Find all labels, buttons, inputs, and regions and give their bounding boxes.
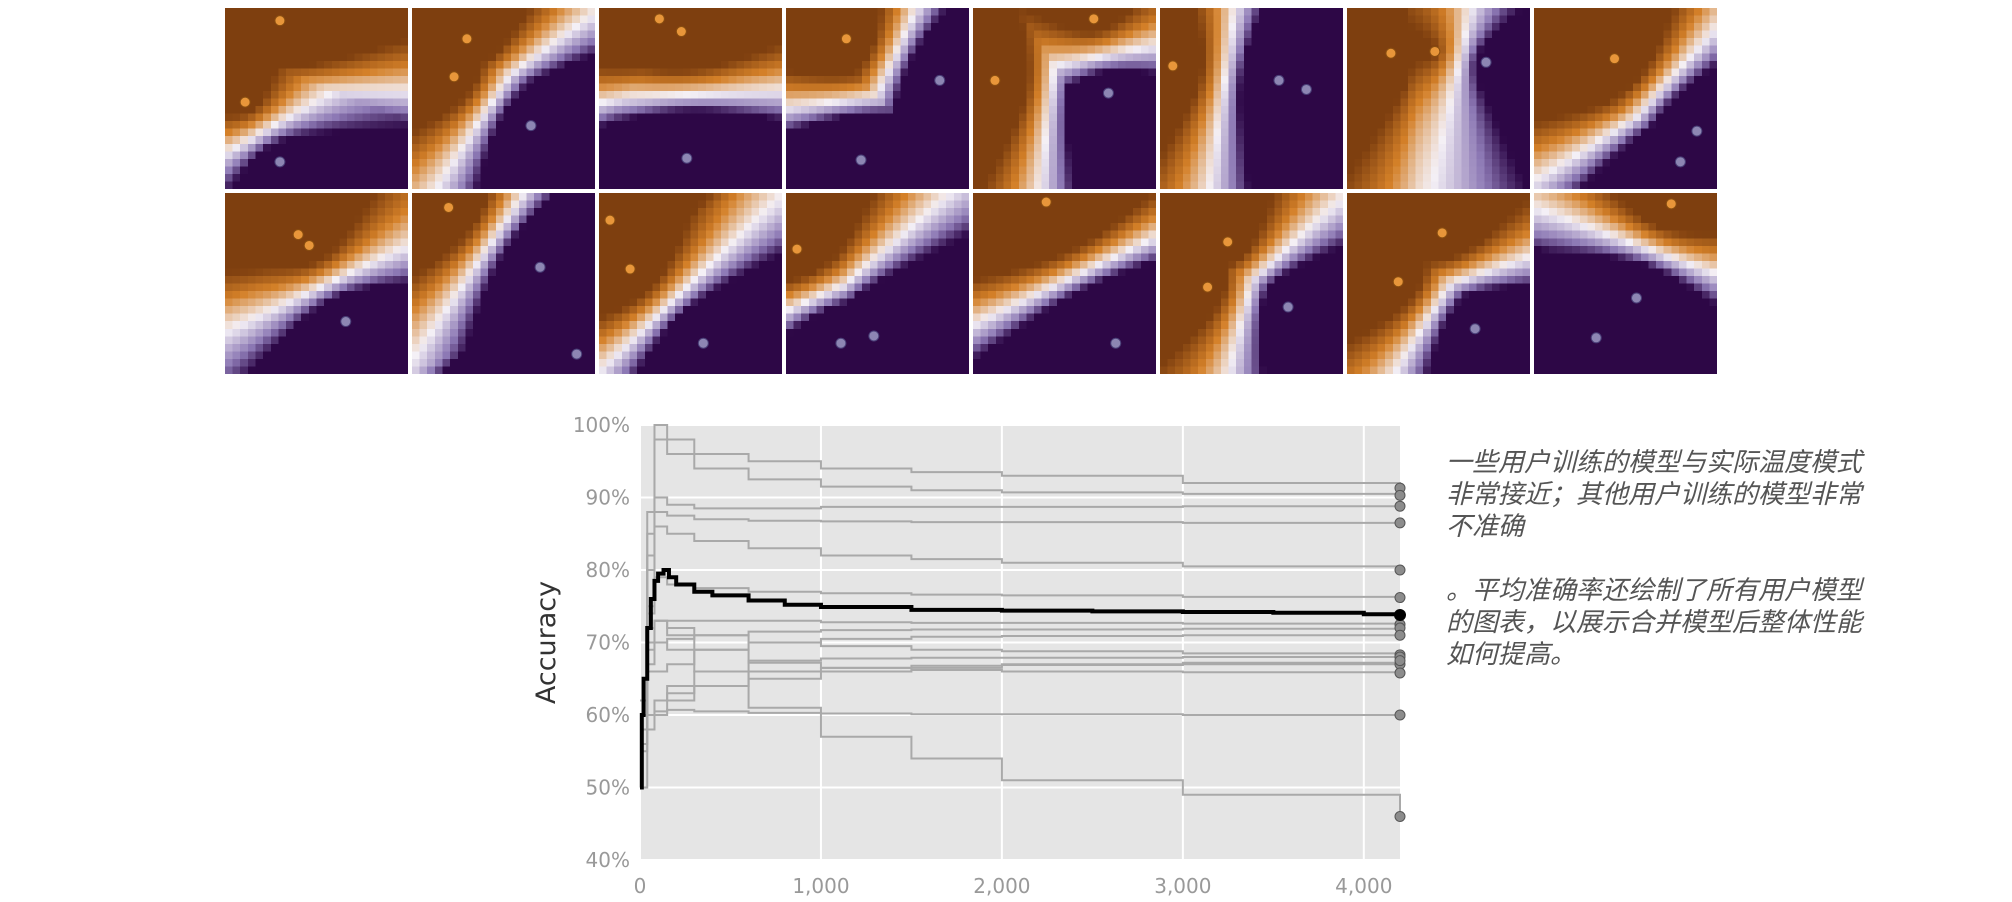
cool-point — [525, 120, 537, 132]
cool-point — [1691, 125, 1703, 137]
cool-point — [835, 337, 847, 349]
cool-point — [1674, 156, 1686, 168]
warm-point — [1609, 53, 1621, 65]
warm-point — [791, 243, 803, 255]
warm-point — [1385, 47, 1397, 59]
user-model-endpoint — [1394, 564, 1406, 576]
cool-point — [1282, 301, 1294, 313]
cool-point — [571, 348, 583, 360]
warm-point — [461, 33, 473, 45]
model-tile — [599, 8, 782, 189]
warm-point — [1202, 281, 1214, 293]
annotation: 一些用户训练的模型与实际温度模式非常接近；其他用户训练的模型非常不准确 。平均准… — [1446, 447, 1886, 703]
model-tile — [786, 193, 969, 374]
cool-point — [1630, 292, 1642, 304]
x-tick-label: 4,000 — [1335, 874, 1392, 898]
model-tile — [1347, 8, 1530, 189]
user-model-endpoint — [1394, 655, 1406, 667]
warm-point — [624, 263, 636, 275]
cool-point — [274, 156, 286, 168]
warm-point — [989, 74, 1001, 86]
y-tick-label: 90% — [586, 486, 630, 510]
y-tick-label: 70% — [586, 631, 630, 655]
mean-accuracy-line — [639, 568, 1402, 790]
model-tile — [1160, 193, 1343, 374]
model-tile — [225, 8, 408, 189]
x-tick-label: 0 — [634, 874, 647, 898]
annotation-paragraph-2: 。平均准确率还绘制了所有用户模型的图表，以展示合并模型后整体性能如何提高。 — [1446, 576, 1863, 670]
cool-point — [1590, 332, 1602, 344]
user-model-line — [640, 496, 1400, 716]
warm-point — [274, 15, 286, 27]
model-tile — [1347, 193, 1530, 374]
model-tile — [599, 193, 782, 374]
warm-point — [1392, 276, 1404, 288]
user-model-endpoint — [1394, 517, 1406, 529]
annotation-paragraph-1: 一些用户训练的模型与实际温度模式非常接近；其他用户训练的模型非常不准确 — [1446, 448, 1863, 542]
cool-point — [1102, 87, 1114, 99]
x-tick-label: 2,000 — [973, 874, 1030, 898]
user-model-line — [640, 576, 1401, 731]
user-model-endpoint — [1394, 592, 1406, 604]
y-tick-label: 60% — [586, 703, 630, 727]
cool-point — [1273, 74, 1285, 86]
warm-point — [840, 33, 852, 45]
warm-point — [1429, 45, 1441, 57]
y-tick-label: 50% — [586, 776, 630, 800]
warm-point — [239, 96, 251, 108]
user-model-line — [640, 660, 1401, 789]
cool-point — [868, 330, 880, 342]
cool-point — [855, 154, 867, 166]
user-model-endpoint — [1394, 500, 1406, 512]
warm-point — [443, 201, 455, 213]
warm-point — [1222, 236, 1234, 248]
user-model-endpoint — [1394, 709, 1406, 721]
x-tick-label: 1,000 — [792, 874, 849, 898]
cool-point — [534, 261, 546, 273]
user-model-line — [640, 641, 1401, 817]
warm-point — [653, 13, 665, 25]
cool-point — [340, 316, 352, 328]
user-model-endpoint — [1394, 629, 1406, 641]
user-model-line — [640, 619, 1401, 716]
y-tick-label: 100% — [573, 413, 630, 437]
warm-point — [604, 214, 616, 226]
accuracy-chart: 40% 50% 60% 70% 80% 90% 100% 0 1,000 2,000 3,000 4,… — [531, 413, 1406, 898]
cool-point — [1300, 83, 1312, 95]
model-tile — [1160, 8, 1343, 189]
user-model-endpoint — [1394, 811, 1406, 822]
model-tile — [1534, 193, 1717, 374]
model-tile — [412, 193, 595, 374]
x-tick-label: 3,000 — [1154, 874, 1211, 898]
model-tile — [973, 8, 1156, 189]
y-tick-label: 80% — [586, 558, 630, 582]
warm-point — [1665, 198, 1677, 210]
cool-point — [1480, 56, 1492, 68]
warm-point — [675, 26, 687, 38]
model-tile — [225, 193, 408, 374]
model-tile — [1534, 8, 1717, 189]
cool-point — [1469, 323, 1481, 335]
model-tile — [786, 8, 969, 189]
model-tile — [412, 8, 595, 189]
warm-point — [1167, 60, 1179, 72]
warm-point — [448, 71, 460, 83]
cool-point — [1110, 337, 1122, 349]
warm-point — [1088, 13, 1100, 25]
user-model-endpoint — [1394, 489, 1406, 501]
cool-point — [697, 337, 709, 349]
model-tile — [973, 193, 1156, 374]
y-axis-label: Accuracy — [531, 581, 562, 704]
warm-point — [1436, 227, 1448, 239]
cool-point — [681, 152, 693, 164]
model-tile-grid — [225, 8, 1720, 378]
user-model-endpoint — [1394, 667, 1406, 679]
mean-accuracy-endpoint — [1394, 608, 1406, 621]
warm-point — [1040, 196, 1052, 208]
warm-point — [292, 229, 304, 241]
cool-point — [934, 74, 946, 86]
y-tick-label: 40% — [586, 848, 630, 872]
warm-point — [303, 239, 315, 251]
